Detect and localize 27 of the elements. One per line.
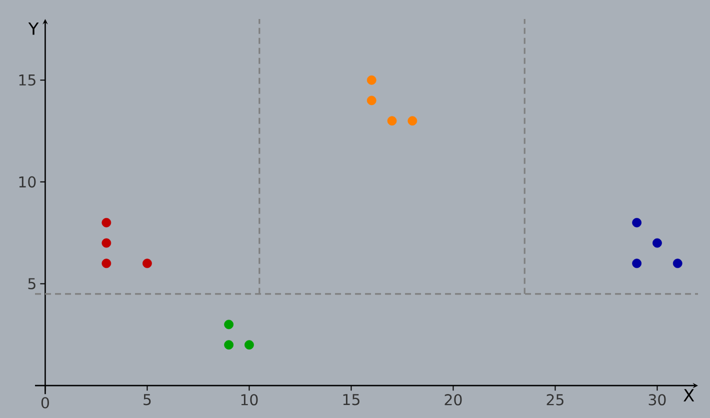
point: [632, 218, 642, 228]
point: [366, 96, 376, 106]
point: [387, 116, 397, 126]
x-tick-label: 0: [41, 397, 49, 408]
x-tick-label: 20: [444, 394, 462, 406]
point: [102, 218, 112, 228]
x-tick-label: 10: [241, 394, 258, 406]
x-axis-title: X: [684, 389, 694, 402]
point: [102, 258, 112, 268]
point: [224, 340, 234, 350]
point: [224, 320, 234, 330]
y-tick-label: 15: [19, 74, 36, 86]
x-tick-label: 30: [648, 394, 666, 406]
point: [102, 238, 112, 248]
y-axis-title: Y: [28, 22, 39, 35]
y-tick-label: 5: [28, 278, 36, 290]
point: [672, 258, 682, 268]
point: [632, 258, 642, 268]
point: [142, 258, 152, 268]
x-tick-label: 25: [546, 394, 564, 406]
y-tick-label: 10: [19, 176, 36, 188]
x-tick-label: 15: [343, 394, 360, 406]
point: [408, 116, 418, 126]
point: [366, 75, 376, 85]
x-tick-label: 5: [144, 394, 151, 406]
point: [244, 340, 254, 350]
point: [652, 238, 662, 248]
